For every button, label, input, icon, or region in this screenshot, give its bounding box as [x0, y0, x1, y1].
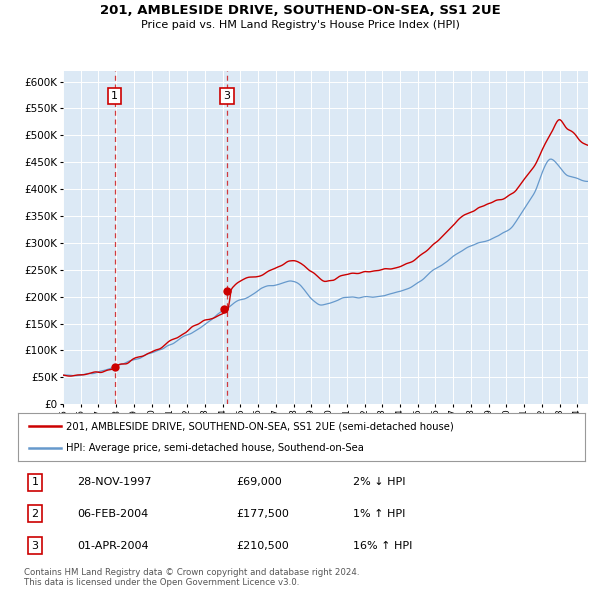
Text: 06-FEB-2004: 06-FEB-2004 — [77, 509, 149, 519]
Text: 2: 2 — [31, 509, 38, 519]
Text: 28-NOV-1997: 28-NOV-1997 — [77, 477, 152, 487]
Text: £69,000: £69,000 — [236, 477, 282, 487]
Text: £177,500: £177,500 — [236, 509, 289, 519]
Text: Contains HM Land Registry data © Crown copyright and database right 2024.
This d: Contains HM Land Registry data © Crown c… — [24, 568, 359, 587]
Text: 201, AMBLESIDE DRIVE, SOUTHEND-ON-SEA, SS1 2UE: 201, AMBLESIDE DRIVE, SOUTHEND-ON-SEA, S… — [100, 4, 500, 17]
Text: 3: 3 — [224, 91, 230, 101]
Text: 3: 3 — [32, 540, 38, 550]
Text: HPI: Average price, semi-detached house, Southend-on-Sea: HPI: Average price, semi-detached house,… — [66, 443, 364, 453]
Text: 16% ↑ HPI: 16% ↑ HPI — [353, 540, 412, 550]
Text: 1: 1 — [32, 477, 38, 487]
Text: 1% ↑ HPI: 1% ↑ HPI — [353, 509, 405, 519]
Text: 2% ↓ HPI: 2% ↓ HPI — [353, 477, 405, 487]
Text: Price paid vs. HM Land Registry's House Price Index (HPI): Price paid vs. HM Land Registry's House … — [140, 20, 460, 30]
Text: 1: 1 — [111, 91, 118, 101]
Text: £210,500: £210,500 — [236, 540, 289, 550]
Text: 201, AMBLESIDE DRIVE, SOUTHEND-ON-SEA, SS1 2UE (semi-detached house): 201, AMBLESIDE DRIVE, SOUTHEND-ON-SEA, S… — [66, 421, 454, 431]
Text: 01-APR-2004: 01-APR-2004 — [77, 540, 149, 550]
